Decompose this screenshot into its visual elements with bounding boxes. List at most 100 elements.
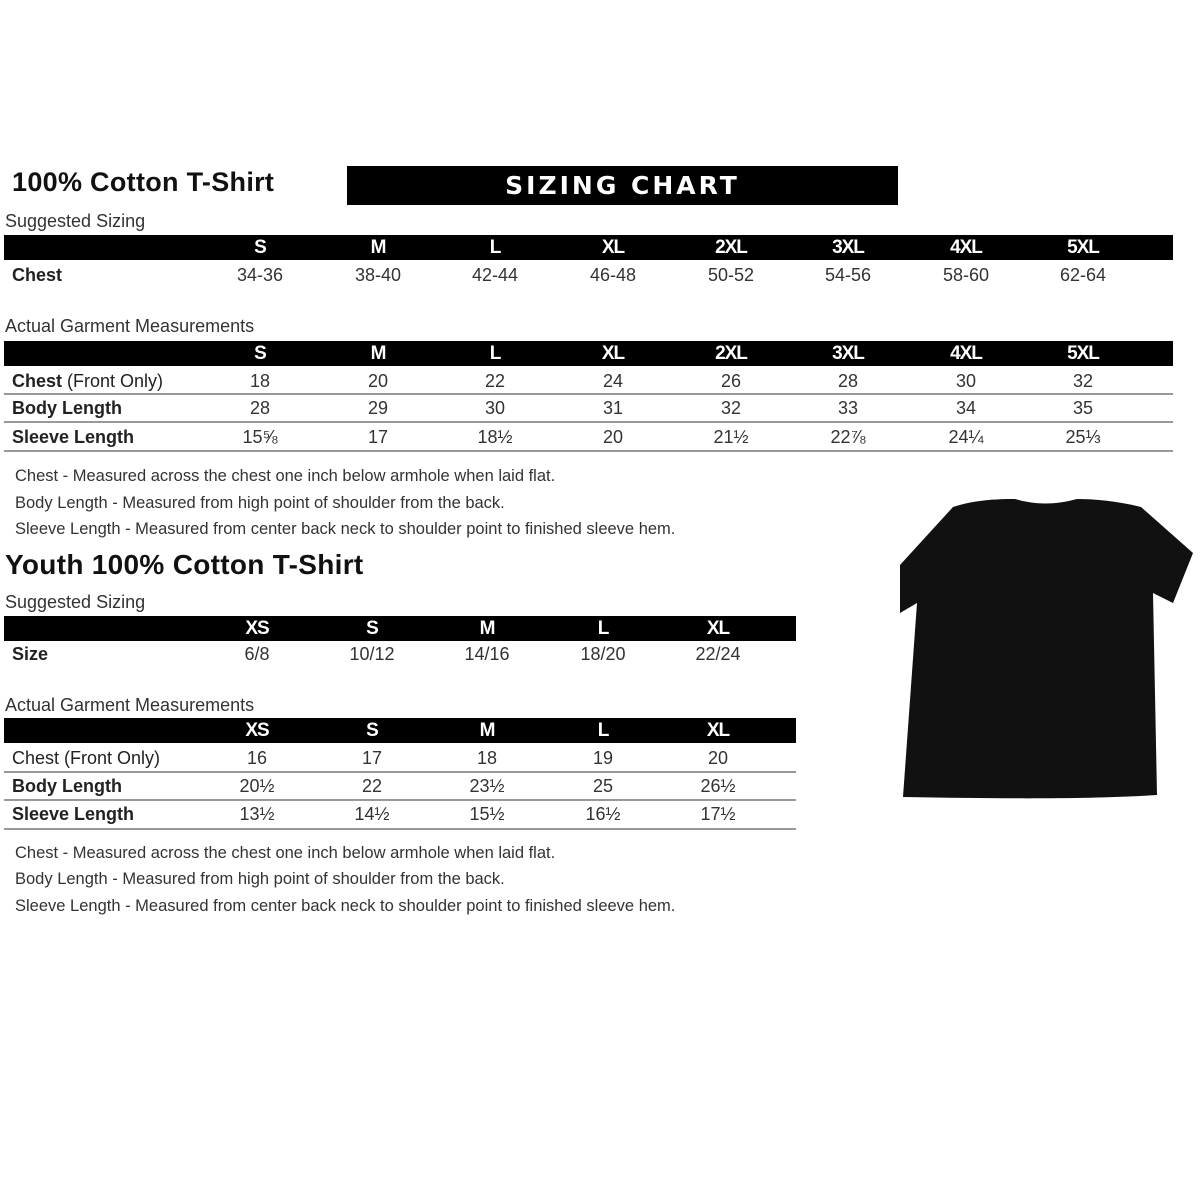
table-cell: 23½ <box>469 776 505 796</box>
row-label: Sleeve Length <box>12 804 135 824</box>
row-divider <box>4 393 1173 395</box>
table-cell: 58-60 <box>942 265 990 285</box>
youth-title: Youth 100% Cotton T-Shirt <box>5 549 364 580</box>
tshirt-image <box>900 499 1193 799</box>
table-cell: 35 <box>1072 398 1094 418</box>
size-header: 3XL <box>832 343 865 364</box>
table-cell: 16 <box>246 748 268 768</box>
tshirt-shape <box>900 499 1193 799</box>
size-header: M <box>370 237 387 258</box>
size-header: 2XL <box>715 343 748 364</box>
table-cell: 20 <box>707 748 729 768</box>
table-cell: 32 <box>1072 371 1094 391</box>
table-cell: 26½ <box>700 776 736 796</box>
table-cell: 22/24 <box>695 644 741 664</box>
size-header: L <box>489 237 502 258</box>
table-cell: 34-36 <box>236 265 284 285</box>
size-header: M <box>479 720 496 741</box>
row-label: Body Length <box>12 398 122 418</box>
table-cell: 46-48 <box>589 265 637 285</box>
adult-actual-header: S M L XL 2XL 3XL 4XL 5XL <box>4 341 1173 366</box>
table-cell: 13½ <box>239 804 275 824</box>
table-cell: 29 <box>367 398 389 418</box>
row-label: Body Length <box>12 776 122 796</box>
table-cell: 28 <box>249 398 271 418</box>
table-cell: 62-64 <box>1059 265 1107 285</box>
row-label: Chest <box>12 371 63 391</box>
table-cell: 15⅝ <box>242 427 278 447</box>
table-cell: 18 <box>249 371 271 391</box>
size-header: 4XL <box>950 237 983 258</box>
table-cell: 24 <box>602 371 624 391</box>
row-divider <box>4 799 796 801</box>
size-header: 2XL <box>715 237 748 258</box>
size-header: XL <box>706 720 730 741</box>
row-label: Sleeve Length <box>12 427 135 447</box>
row-label: Size <box>12 644 49 664</box>
size-header: S <box>366 720 379 741</box>
adult-actual-label: Actual Garment Measurements <box>5 316 255 336</box>
youth-note-body: Body Length - Measured from high point o… <box>15 870 505 888</box>
sizing-chart-banner: SIZING CHART <box>347 166 898 205</box>
row-divider <box>4 771 796 773</box>
size-header: 5XL <box>1067 237 1100 258</box>
table-cell: 34 <box>955 398 977 418</box>
size-header: S <box>254 343 267 364</box>
size-header: L <box>597 618 610 639</box>
size-header: 4XL <box>950 343 983 364</box>
adult-title: 100% Cotton T-Shirt <box>12 167 275 197</box>
table-cell: 20 <box>602 427 624 447</box>
table-cell: 30 <box>484 398 506 418</box>
size-header: S <box>254 237 267 258</box>
size-header: XL <box>601 343 625 364</box>
row-divider <box>4 421 1173 423</box>
table-cell: 14½ <box>354 804 390 824</box>
table-cell: 20 <box>367 371 389 391</box>
table-cell: 17 <box>367 427 389 447</box>
adult-suggested-header: S M L XL 2XL 3XL 4XL 5XL <box>4 235 1173 260</box>
size-header: S <box>366 618 379 639</box>
table-cell: 18 <box>476 748 498 768</box>
size-header: XS <box>245 720 269 741</box>
size-header: M <box>370 343 387 364</box>
size-header: XS <box>245 618 269 639</box>
size-header: L <box>489 343 502 364</box>
table-cell: 15½ <box>469 804 505 824</box>
size-header: XL <box>601 237 625 258</box>
table-cell: 17½ <box>700 804 736 824</box>
adult-note-body: Body Length - Measured from high point o… <box>15 494 505 512</box>
table-cell: 18/20 <box>580 644 626 664</box>
table-cell: 14/16 <box>464 644 510 664</box>
size-header: 3XL <box>832 237 865 258</box>
table-cell: 21½ <box>713 427 749 447</box>
youth-note-sleeve: Sleeve Length - Measured from center bac… <box>15 897 676 915</box>
adult-note-sleeve: Sleeve Length - Measured from center bac… <box>15 520 676 538</box>
table-cell: 31 <box>602 398 624 418</box>
size-header: M <box>479 618 496 639</box>
table-cell: 26 <box>720 371 742 391</box>
table-cell: 22 <box>361 776 383 796</box>
table-cell: 50-52 <box>707 265 755 285</box>
youth-actual-header: XS S M L XL <box>4 718 796 743</box>
table-cell: 24¼ <box>948 427 984 447</box>
adult-suggested-label: Suggested Sizing <box>5 211 146 231</box>
row-label: Chest (Front Only) <box>12 748 161 768</box>
table-cell: 20½ <box>239 776 275 796</box>
table-cell: 54-56 <box>824 265 872 285</box>
youth-note-chest: Chest - Measured across the chest one in… <box>15 844 556 862</box>
row-divider <box>4 450 1173 452</box>
row-label: Chest <box>12 265 63 285</box>
size-header: 5XL <box>1067 343 1100 364</box>
table-cell: 32 <box>720 398 742 418</box>
table-cell: 16½ <box>585 804 621 824</box>
row-divider <box>4 828 796 830</box>
adult-note-chest: Chest - Measured across the chest one in… <box>15 467 556 485</box>
table-cell: 22 <box>484 371 506 391</box>
table-cell: 22⅞ <box>830 427 866 447</box>
table-cell: 25 <box>592 776 614 796</box>
table-cell: 30 <box>955 371 977 391</box>
youth-suggested-header: XS S M L XL <box>4 616 796 641</box>
table-cell: 6/8 <box>244 644 270 664</box>
row-label-suffix: (Front Only) <box>62 371 164 391</box>
